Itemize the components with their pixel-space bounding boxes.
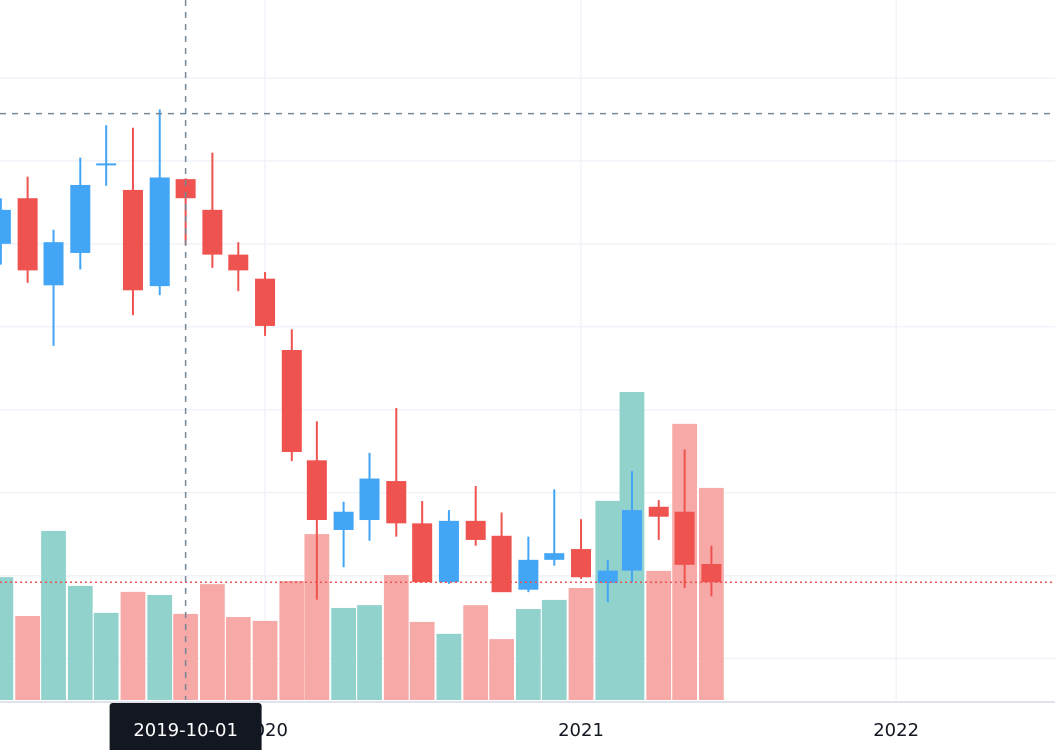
candle-body: [202, 209, 223, 255]
candle-body: [359, 478, 380, 521]
volume-bar: [199, 584, 225, 700]
volume-bar: [489, 639, 514, 700]
candle-body: [281, 350, 302, 453]
candle-body: [70, 184, 91, 253]
volume-bar: [436, 633, 462, 700]
volume-bar: [568, 588, 594, 700]
candle-body: [333, 511, 354, 530]
x-tick-label: 2021: [558, 720, 604, 741]
candle-body: [674, 511, 695, 565]
volume-bar: [541, 599, 567, 700]
candle-body: [621, 510, 642, 571]
candle-body: [491, 535, 512, 593]
candle-body: [701, 563, 722, 583]
candle-body: [465, 520, 486, 540]
candle-body: [43, 242, 64, 286]
candle-body: [175, 179, 196, 199]
volume-bar: [225, 617, 251, 700]
volume-bar: [331, 607, 356, 700]
candle-body: [648, 506, 669, 517]
volume-bar: [515, 609, 541, 700]
candle-body: [96, 163, 117, 166]
candle-body: [0, 209, 11, 244]
candle-body: [544, 553, 565, 560]
crosshair-label-box: [109, 703, 262, 750]
volume-bar: [15, 616, 41, 700]
candle-body: [149, 177, 170, 287]
candle-body: [597, 570, 618, 584]
volume-bar: [93, 612, 119, 700]
candle-body: [518, 559, 539, 590]
candle-body: [122, 189, 143, 291]
candle-body: [228, 254, 249, 271]
volume-bar: [0, 577, 14, 700]
candle-body: [255, 278, 276, 326]
volume-bar: [41, 530, 66, 700]
candle-body: [17, 198, 38, 271]
x-tick-label: 2022: [873, 720, 919, 741]
volume-bar: [357, 605, 382, 700]
volume-bar: [409, 621, 435, 700]
volume-bar: [147, 595, 173, 700]
crosshair-label: 2019-10-01: [133, 720, 238, 741]
candle-body: [571, 549, 592, 578]
candle-body: [438, 520, 459, 583]
volume-bar: [120, 591, 146, 700]
candle-body: [306, 460, 327, 521]
volume-bar: [383, 575, 409, 700]
candle-body: [412, 523, 433, 583]
volume-bar: [463, 605, 489, 700]
volume-bar: [252, 620, 278, 700]
volume-bar: [646, 570, 672, 700]
candle-body: [386, 481, 407, 524]
volume-bar: [67, 585, 93, 700]
volume-bar: [279, 581, 305, 700]
